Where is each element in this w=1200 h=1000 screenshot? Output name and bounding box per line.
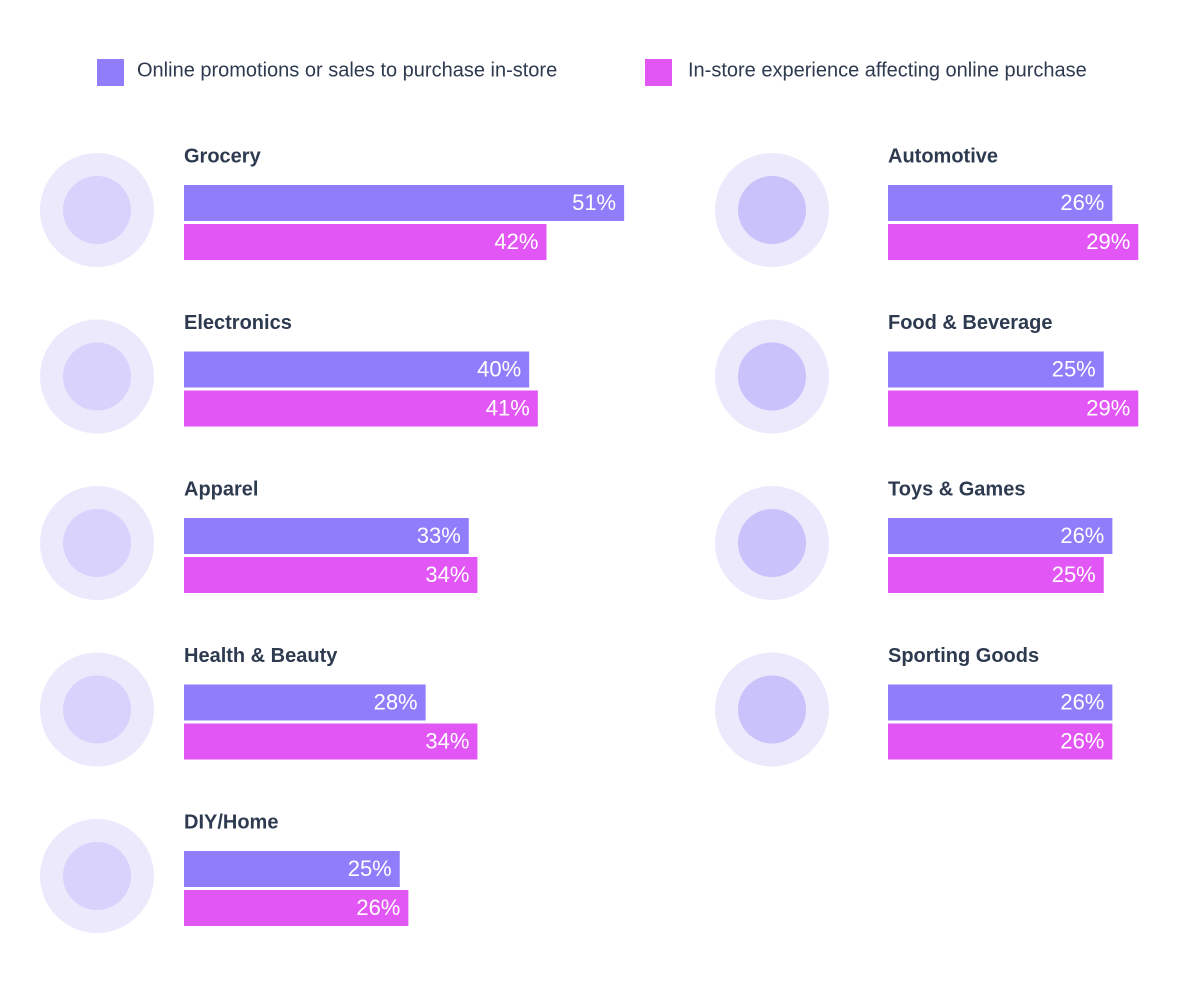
value-label: 26% [1060,523,1104,548]
bar [184,185,625,221]
value-label: 34% [425,728,469,753]
category-label: DIY/Home [184,811,278,833]
bar [888,557,1104,593]
bar [184,851,400,887]
bar [184,890,409,926]
category-label: Grocery [184,145,262,167]
icon [63,509,131,577]
icon [63,675,131,744]
value-label: 26% [1060,190,1104,215]
bar [888,390,1139,427]
value-label: 25% [1052,356,1096,381]
value-label: 28% [374,689,418,714]
icon [63,842,131,910]
value-label: 29% [1086,229,1130,254]
value-label: 26% [356,895,400,920]
value-label: 51% [572,190,616,215]
category-label: Food & Beverage [888,312,1052,334]
category-label: Sporting Goods [888,645,1039,667]
value-label: 40% [477,356,521,381]
bar [184,518,469,554]
value-label: 33% [417,523,461,548]
value-label: 42% [494,229,538,254]
value-label: 26% [1060,689,1104,714]
category-label: Toys & Games [888,478,1025,500]
icon [63,176,131,244]
legend-label: Online promotions or sales to purchase i… [137,59,557,81]
icon [63,342,131,411]
category-label: Automotive [888,145,998,167]
bar [888,723,1113,760]
bar [184,390,538,427]
value-label: 25% [348,856,392,881]
bar [184,224,547,260]
icon [738,675,806,744]
icon [738,509,806,577]
bar [184,684,426,721]
category-label: Electronics [184,312,292,334]
category-label: Health & Beauty [184,645,338,667]
bar [888,351,1104,388]
bar [888,185,1113,221]
bar [184,723,478,760]
category-label: Apparel [184,478,258,500]
bar [184,351,530,388]
icon [738,176,806,244]
icon [738,342,806,411]
legend-swatch [645,59,672,86]
legend-swatch [97,59,124,86]
bar [888,684,1113,721]
value-label: 25% [1052,562,1096,587]
value-label: 26% [1060,728,1104,753]
value-label: 29% [1086,395,1130,420]
value-label: 41% [486,395,530,420]
bar [184,557,478,593]
bar [888,518,1113,554]
bar [888,224,1139,260]
value-label: 34% [425,562,469,587]
legend-label: In-store experience affecting online pur… [688,59,1087,81]
